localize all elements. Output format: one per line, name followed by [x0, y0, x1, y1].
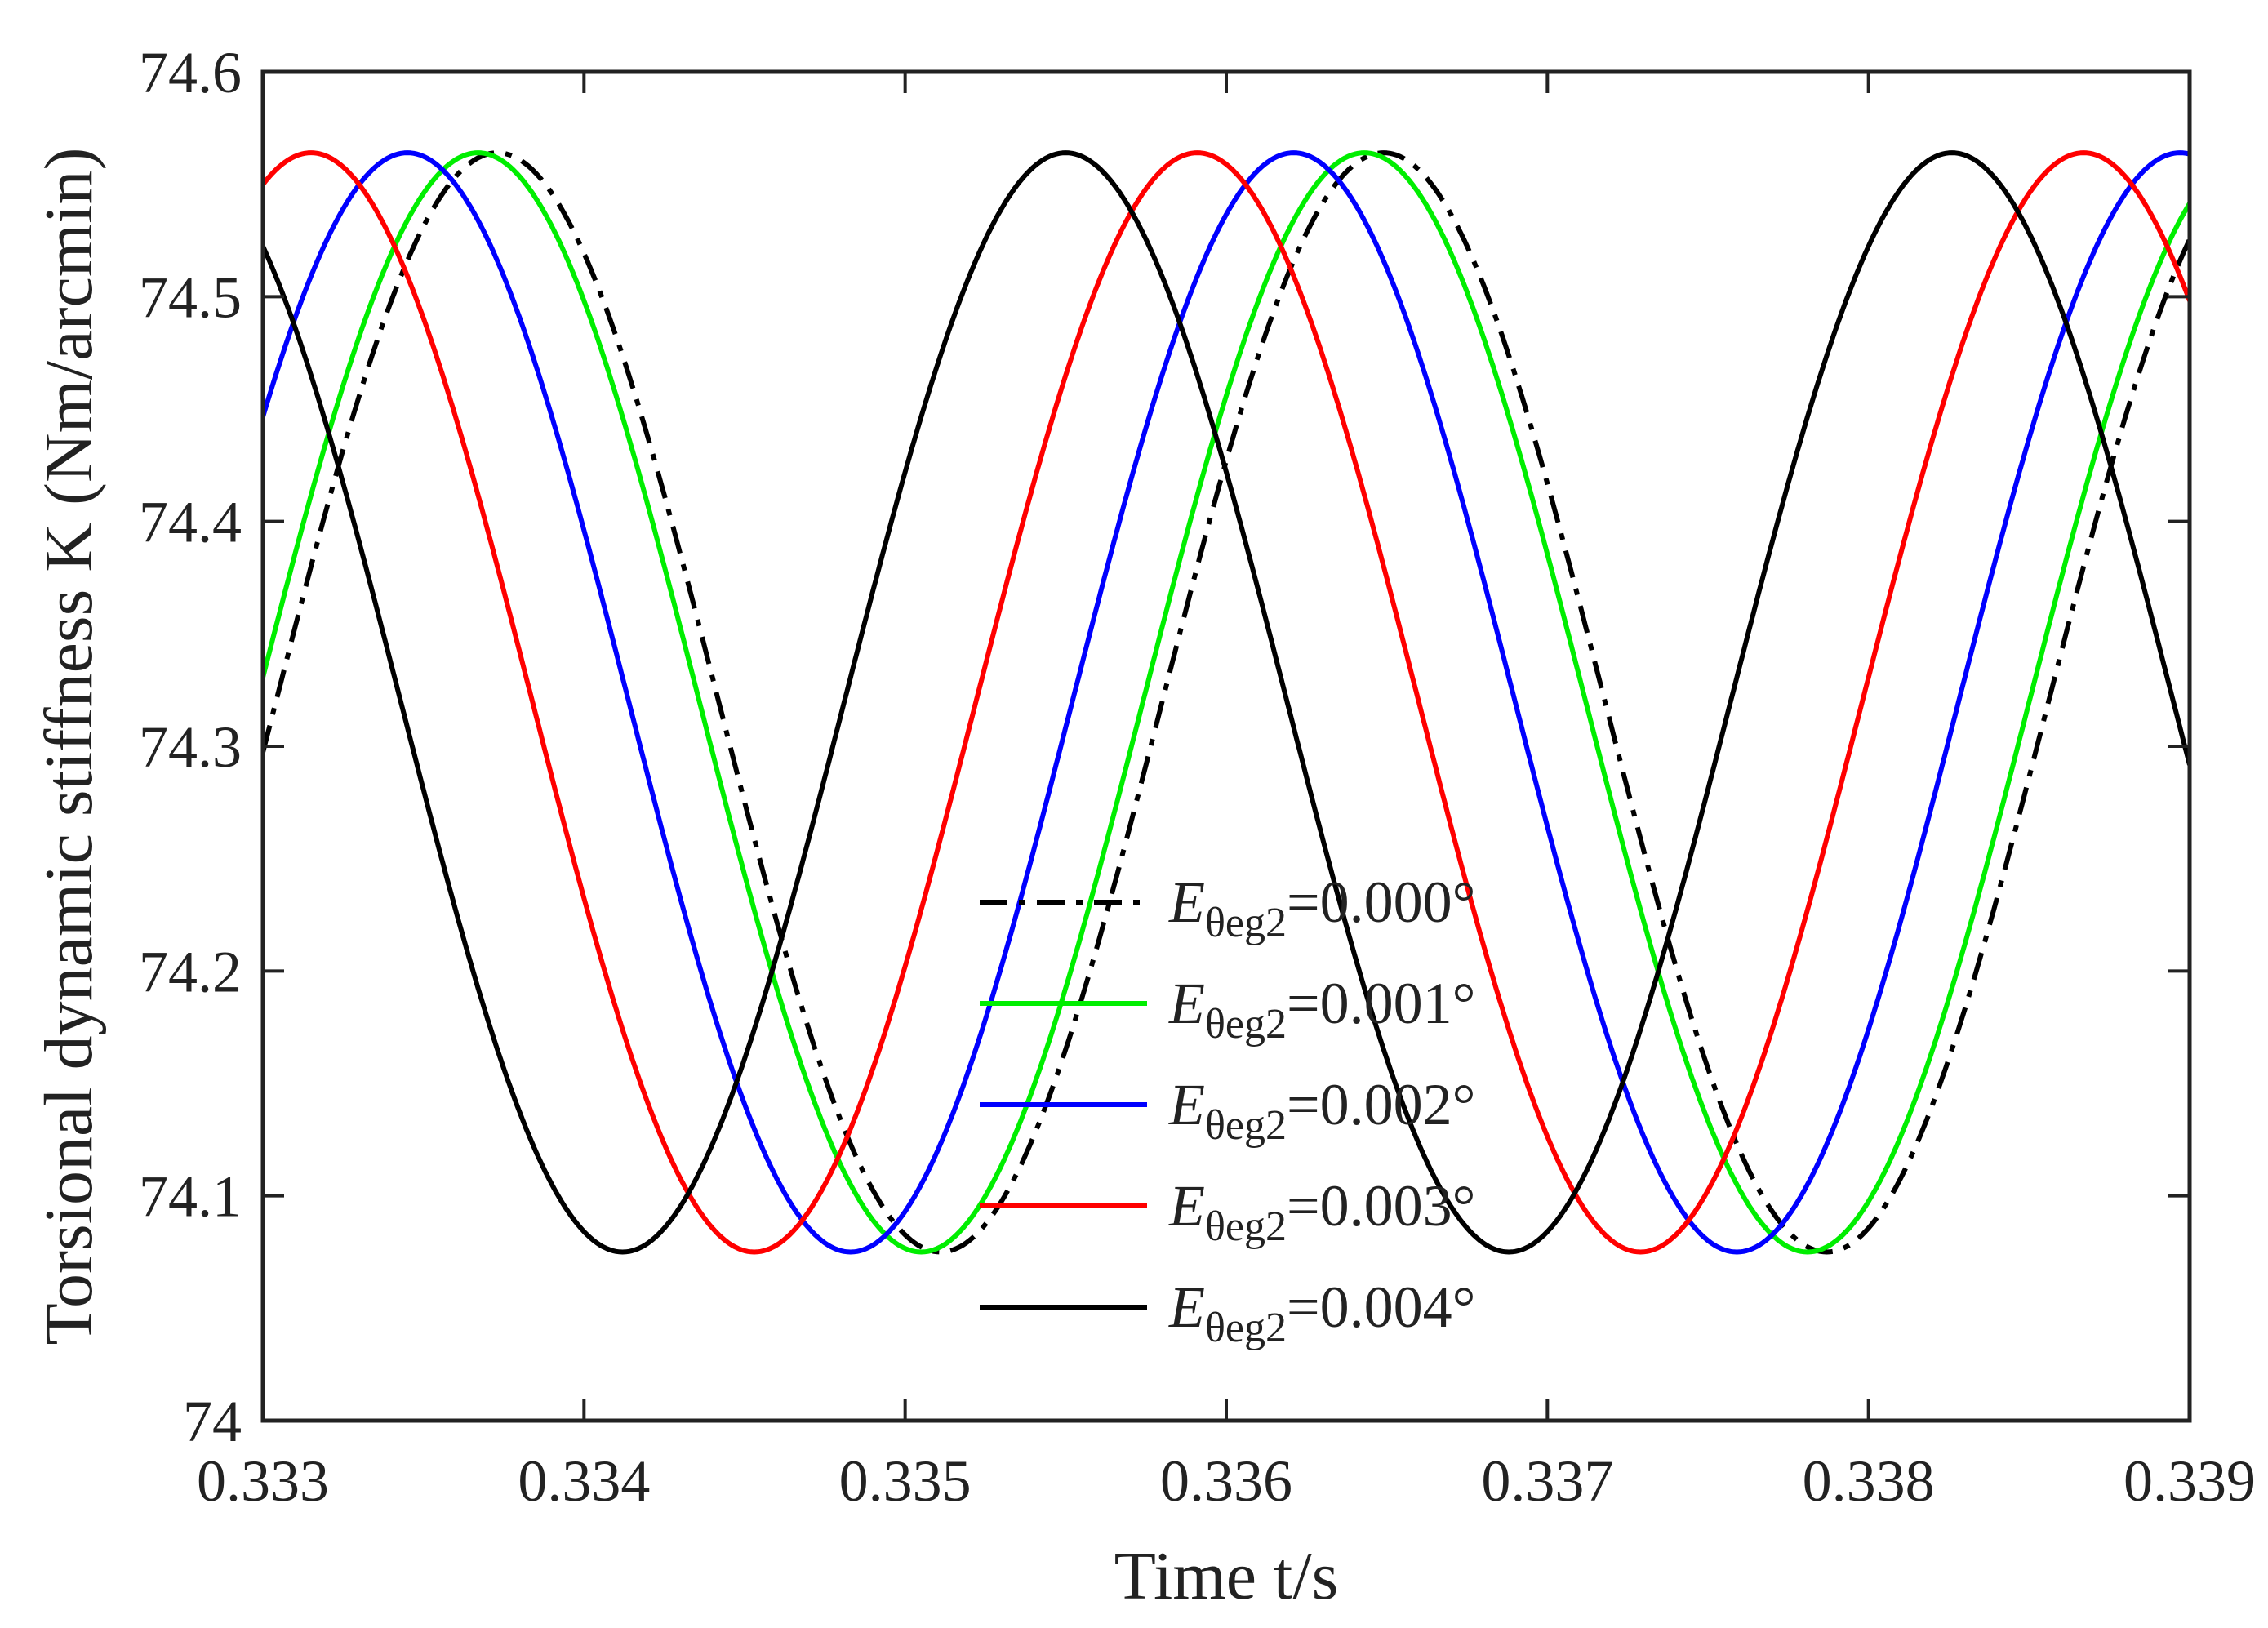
legend-subscript: θeg2 [1205, 1001, 1287, 1048]
y-tick-label: 74.5 [139, 265, 242, 330]
series-line-2 [263, 150, 2190, 1255]
y-tick-label: 74.3 [139, 714, 242, 780]
legend: Eθeg2=0.000°Eθeg2=0.001°Eθeg2=0.002°Eθeg… [980, 870, 1475, 1351]
legend-value: =0.000° [1287, 870, 1475, 935]
legend-entry-3: Eθeg2=0.003° [1168, 1173, 1475, 1250]
series-line-0 [263, 150, 2190, 1255]
series-line-3 [263, 150, 2190, 1255]
y-tick-label: 74.4 [139, 490, 242, 555]
x-tick-label: 0.336 [1160, 1448, 1292, 1514]
legend-entry-0: Eθeg2=0.000° [1168, 870, 1475, 946]
legend-entry-2: Eθeg2=0.002° [1168, 1072, 1475, 1149]
legend-subscript: θeg2 [1205, 1203, 1287, 1250]
x-tick-label: 0.334 [518, 1448, 650, 1514]
series-line-4 [263, 150, 2190, 1255]
x-tick-label: 0.339 [2123, 1448, 2256, 1514]
legend-symbol: E [1168, 1173, 1205, 1239]
y-tick-label: 74.2 [139, 939, 242, 1004]
legend-subscript: θeg2 [1205, 1102, 1287, 1149]
x-tick-label: 0.338 [1803, 1448, 1935, 1514]
legend-subscript: θeg2 [1205, 1305, 1287, 1351]
legend-symbol: E [1168, 971, 1205, 1036]
y-tick-label: 74.6 [139, 40, 242, 105]
y-axis-title: Torsional dynamic stiffness K (Nm/arcmin… [31, 148, 107, 1346]
legend-value: =0.001° [1287, 971, 1475, 1036]
legend-value: =0.003° [1287, 1173, 1475, 1239]
legend-subscript: θeg2 [1205, 900, 1287, 946]
y-tick-label: 74.1 [139, 1164, 242, 1230]
legend-symbol: E [1168, 1274, 1205, 1340]
legend-symbol: E [1168, 1072, 1205, 1137]
x-tick-label: 0.335 [839, 1448, 972, 1514]
x-tick-label: 0.333 [197, 1448, 329, 1514]
x-axis-title: Time t/s [1114, 1538, 1339, 1614]
legend-symbol: E [1168, 870, 1205, 935]
legend-value: =0.002° [1287, 1072, 1475, 1137]
y-tick-label: 74 [183, 1389, 242, 1454]
x-tick-label: 0.337 [1481, 1448, 1613, 1514]
legend-value: =0.004° [1287, 1274, 1475, 1340]
series-line-1 [263, 150, 2190, 1255]
legend-entry-1: Eθeg2=0.001° [1168, 971, 1475, 1048]
legend-entry-4: Eθeg2=0.004° [1168, 1274, 1475, 1351]
